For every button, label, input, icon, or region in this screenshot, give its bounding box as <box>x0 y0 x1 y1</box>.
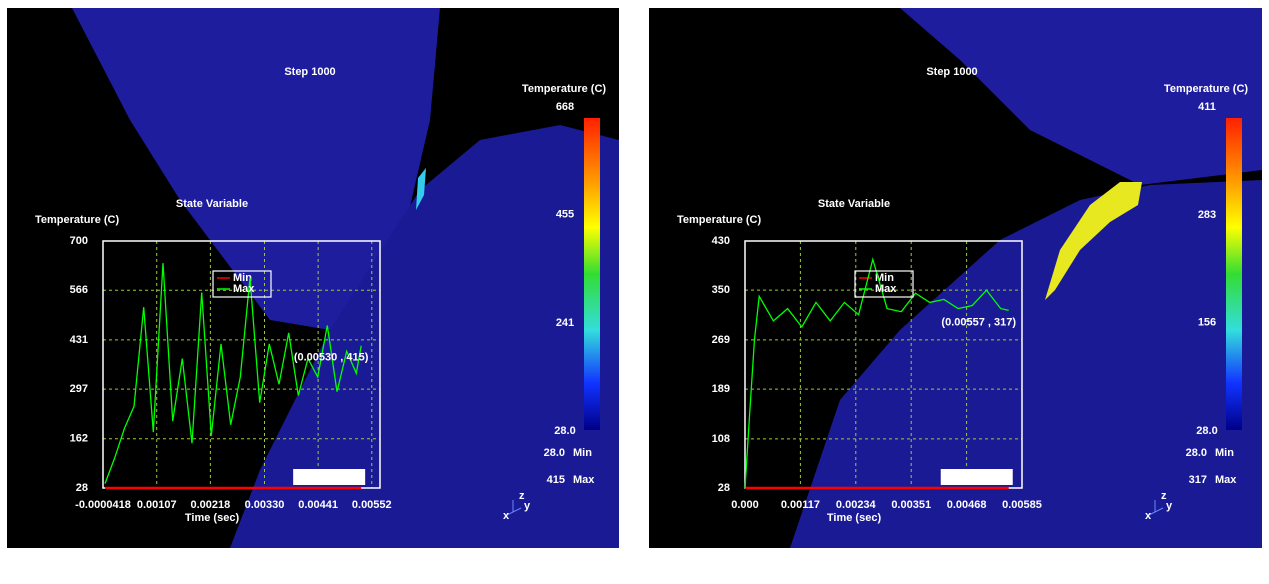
series-line <box>104 263 362 484</box>
min-label: Min <box>573 447 592 459</box>
x-tick-label: 0.00585 <box>1002 499 1042 511</box>
colorbar-label: Temperature (C) <box>1164 83 1248 95</box>
subtitle: State Variable <box>176 198 248 210</box>
min-value: 28.0 <box>1186 447 1207 459</box>
colorbar-tick-label: 668 <box>556 101 574 113</box>
axis-triad-label: x <box>503 510 510 522</box>
title: Step 1000 <box>284 66 335 78</box>
y-tick-label: 566 <box>70 284 88 296</box>
caption: (b) <box>940 562 954 574</box>
min-label: Min <box>1215 447 1234 459</box>
x-tick-label: 0.00234 <box>836 499 877 511</box>
colorbar-tick-label: 28.0 <box>1196 425 1217 437</box>
axis-triad-label: z <box>519 490 525 502</box>
surface <box>230 125 619 548</box>
max-value: 317 <box>1189 474 1207 486</box>
surface <box>790 180 1262 548</box>
y-tick-label: 430 <box>712 235 730 247</box>
max-label: Max <box>1215 474 1237 486</box>
axis-triad <box>506 500 522 516</box>
max-label: Max <box>573 474 595 486</box>
series-line <box>744 256 1009 489</box>
annotation-box <box>293 469 366 485</box>
hot-spot <box>1045 182 1142 300</box>
legend-label: Min <box>233 272 252 284</box>
y-tick-label: 297 <box>70 383 88 395</box>
legend-label: Max <box>233 283 255 295</box>
surface <box>72 8 440 330</box>
legend-frame <box>854 270 914 298</box>
x-tick-label: 0.00218 <box>190 499 230 511</box>
max-value: 415 <box>547 474 565 486</box>
colorbar-tick-label: 455 <box>556 209 574 221</box>
x-tick-label: 0.00117 <box>781 499 820 511</box>
x-tick-label: 0.00441 <box>298 499 338 511</box>
x-tick-label: 0.00552 <box>352 499 392 511</box>
axis-triad <box>1148 500 1164 516</box>
y-tick-label: 431 <box>70 334 88 346</box>
min-value: 28.0 <box>544 447 565 459</box>
surface <box>900 8 1262 185</box>
colorbar-tick-label: 28.0 <box>554 425 575 437</box>
axis-triad-label: x <box>1145 510 1152 522</box>
caption: (a) <box>298 562 312 574</box>
x-tick-label: 0.00330 <box>245 499 285 511</box>
y-tick-label: 700 <box>70 235 88 247</box>
colorbar <box>1226 118 1242 430</box>
y-tick-label: 162 <box>70 433 88 445</box>
legend-label: Max <box>875 283 897 295</box>
x-tick-label: 0.00351 <box>891 499 931 511</box>
annotation: (0.00530 , 28) <box>295 471 364 483</box>
colorbar-tick-label: 411 <box>1198 101 1216 113</box>
x-tick-label: -0.0000418 <box>75 499 131 511</box>
y-axis-label: Temperature (C) <box>677 214 761 226</box>
x-axis-label: Time (sec) <box>827 512 882 524</box>
annotation: (0.00557 , 28) <box>942 471 1011 483</box>
axis-triad-label: y <box>524 500 531 512</box>
annotation: (0.00557 , 317) <box>941 316 1016 328</box>
x-tick-label: 0.000 <box>731 499 759 511</box>
title: Step 1000 <box>926 66 977 78</box>
y-tick-label: 28 <box>76 482 88 494</box>
colorbar-label: Temperature (C) <box>522 83 606 95</box>
y-tick-label: 189 <box>712 383 730 395</box>
y-tick-label: 269 <box>712 334 730 346</box>
colorbar-tick-label: 283 <box>1198 209 1216 221</box>
y-axis-label: Temperature (C) <box>35 214 119 226</box>
x-tick-label: 0.00107 <box>137 499 177 511</box>
y-tick-label: 28 <box>718 482 730 494</box>
x-tick-label: 0.00468 <box>947 499 987 511</box>
axis-triad-label: y <box>1166 500 1173 512</box>
x-axis-label: Time (sec) <box>185 512 240 524</box>
subtitle: State Variable <box>818 198 890 210</box>
legend-label: Min <box>875 272 894 284</box>
hot-spot <box>416 168 426 210</box>
colorbar-tick-label: 156 <box>1198 317 1216 329</box>
axis-triad-label: z <box>1161 490 1167 502</box>
annotation-box <box>940 469 1013 485</box>
colorbar <box>584 118 600 430</box>
legend-frame <box>212 270 272 298</box>
annotation: (0.00530 , 415) <box>294 352 369 364</box>
colorbar-tick-label: 241 <box>556 317 574 329</box>
y-tick-label: 108 <box>712 433 730 445</box>
y-tick-label: 350 <box>712 284 730 296</box>
